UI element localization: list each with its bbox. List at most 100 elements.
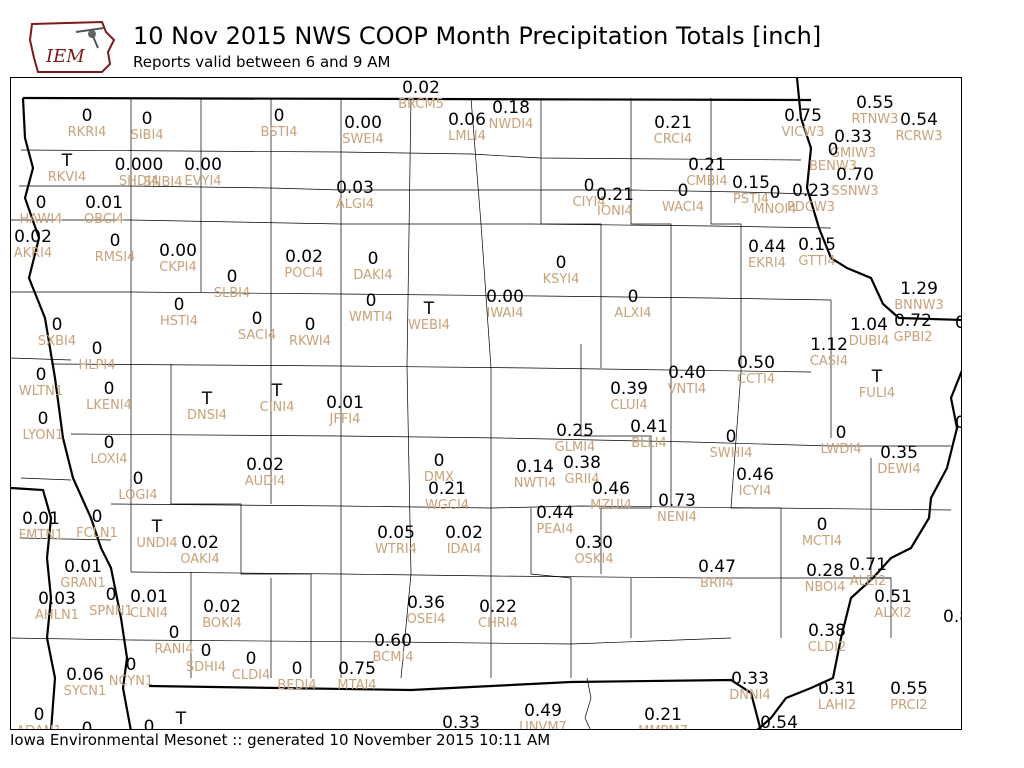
station-oski4: 0.30 OSKI4	[574, 533, 614, 567]
station-waci4: 0 WACI4	[662, 181, 704, 215]
logo-text: IEM	[45, 46, 85, 67]
station-logi4: 0 LOGI4	[118, 469, 158, 503]
station-hlpi4: 0 HLPI4	[78, 339, 116, 373]
station-ahln1: 0.03 AHLN1	[35, 589, 79, 623]
station-sdhi4: 0 SDHI4	[185, 641, 227, 675]
station-saci4: 0 SACI4	[237, 309, 277, 343]
station-akri4: 0.02 AKRI4	[13, 227, 53, 261]
station-ccti4: 0.50 CCTI4	[736, 353, 776, 387]
station-ciyi4: 0 CIYI4	[572, 176, 606, 210]
station-snbi4: SNBI4	[143, 175, 183, 190]
station-ekri4: 0.44 EKRI4	[748, 237, 786, 271]
station-rtnw3: 0.55 RTNW3	[851, 93, 899, 127]
station-cini4: T CINI4	[259, 381, 295, 415]
station-obci4: 0.01 OBCI4	[83, 193, 125, 227]
station-gtti4: 0.15 GTTI4	[798, 235, 836, 269]
state-borders	[11, 78, 961, 729]
station-bnnw3: 1.29 BNNW3	[894, 279, 944, 313]
station-wgci4: 0.21 WGCI4	[424, 479, 470, 513]
station-jffi4: 0.01 JFFI4	[326, 393, 364, 427]
station-glmi4: 0.25 GLMI4	[554, 421, 596, 455]
station-ncyn1: 0 NCYN1	[108, 655, 154, 689]
station-dmx: 0 DMX	[423, 451, 455, 485]
station-alei2: 0.71 ALEI2	[849, 555, 887, 589]
station-cmbi4: 0.21 CMBI4	[686, 155, 728, 189]
station-swhi4: 0 SWHI4	[709, 427, 753, 461]
station-algi4: 0.03 ALGI4	[335, 178, 375, 212]
station-audi4: 0.02 AUDI4	[244, 455, 286, 489]
station-lyon1: 0 LYON1	[22, 409, 64, 443]
station-sxbi4: 0 SXBI4	[37, 315, 77, 349]
station-casi4: 1.12 CASI4	[809, 335, 849, 369]
station-spnn1: 0 SPNN1	[89, 585, 133, 619]
station-crci4: 0.21 CRCI4	[653, 113, 693, 147]
station-evyi4: 0.00 EVYI4	[184, 155, 222, 189]
station-rani4: 0 RANI4	[154, 623, 194, 657]
station-slbi4: 0 SLBI4	[213, 267, 251, 301]
station-iwai4: 0.00 IWAI4	[486, 287, 524, 321]
station-fmtn1: 0.01 FMTN1	[18, 509, 64, 543]
station-clni4: 0.01 CLNI4	[129, 587, 169, 621]
station-ioni4: 0.21 IONI4	[596, 185, 634, 219]
edge-value: 0	[143, 717, 155, 730]
station-mtai4: 0.75 MTAI4	[337, 659, 377, 693]
station-lahi2: 0.31 LAHI2	[817, 679, 857, 713]
station-nboi4: 0.28 NBOI4	[804, 561, 846, 595]
station-dubi4: 1.04 DUBI4	[848, 315, 890, 349]
station-mmpm7: 0.21MMPM7	[638, 705, 688, 730]
edge-value: 0	[955, 415, 961, 432]
station-ckpi4: 0.00 CKPI4	[159, 241, 197, 275]
station-rmsi4: 0 RMSI4	[94, 231, 136, 265]
station-wtri4: 0.05 WTRI4	[375, 523, 417, 557]
station-sibi4: 0 SIBI4	[130, 109, 164, 143]
station-clui4: 0.39 CLUI4	[610, 379, 648, 413]
precipitation-map: 0.02 BRCM5 0 RKRI4 0 SIBI4 0 BSTI4 0.00 SWEI4…	[10, 77, 962, 730]
station-alxi2: 0.51 ALXI2	[874, 587, 912, 621]
station-wltn1: 0 WLTN1	[18, 365, 64, 399]
edge-value: 0	[81, 719, 93, 730]
station-blli4: 0.41 BLLI4	[630, 417, 668, 451]
edge-value: 0.8	[943, 607, 961, 627]
station-poci4: 0.02 POCI4	[284, 247, 324, 281]
station-gran1: 0.01 GRAN1	[60, 557, 106, 591]
edge-value: T	[175, 709, 187, 729]
station-rkvi4: T RKVI4	[47, 151, 87, 185]
map-title: 10 Nov 2015 NWS COOP Month Precipitation…	[133, 22, 822, 50]
station-mzui4: 0.46 MZUI4	[590, 479, 632, 513]
station-mnoi4: 0 MNOI4	[753, 183, 797, 217]
station-vicw3: 0.75 VICW3	[781, 106, 825, 140]
station-bsti4: 0 BSTI4	[260, 106, 298, 140]
station-osei4: 0.36 OSEI4	[406, 593, 446, 627]
station-ksyi4: 0 KSYI4	[542, 253, 580, 287]
station-unvm7: 0.49 UNVM7	[519, 701, 567, 730]
footer-credit: Iowa Environmental Mesonet :: generated …	[10, 731, 551, 749]
station-ssnw3: 0.70 SSNW3	[831, 165, 879, 199]
edge-value: 0.33	[442, 713, 480, 730]
station-grii4: 0.38 GRII4	[563, 453, 601, 487]
station-lmli4: 0.06 LMLI4	[448, 110, 486, 144]
station-benw3: 0 BENW3	[809, 140, 857, 174]
station-loxi4: 0 LOXI4	[90, 433, 128, 467]
iem-logo: IEM	[28, 18, 120, 76]
station-swei4: 0.00 SWEI4	[342, 113, 384, 147]
station-brii4: 0.47 BRII4	[698, 557, 736, 591]
station-nwti4: 0.14 NWTI4	[513, 457, 557, 491]
station-lkeni4: 0 LKENI4	[86, 379, 132, 413]
station-vnti4: 0.40 VNTI4	[667, 363, 707, 397]
station-wmti4: 0 WMTI4	[348, 291, 394, 325]
station-neni4: 0.73 NENI4	[657, 491, 697, 525]
station-oaki4: 0.02 OAKI4	[180, 533, 220, 567]
station-psti4: 0.15 PSTI4	[732, 173, 770, 207]
station-prci2: 0.55 PRCI2	[890, 679, 928, 713]
station-brcm5: 0.02 BRCM5	[398, 78, 444, 112]
station-adan1: 0ADAN1	[16, 705, 62, 730]
station-fcln1: 0 FCLN1	[76, 507, 118, 541]
station-dewi4: 0.35 DEWI4	[877, 443, 921, 477]
county-boundaries	[11, 78, 961, 729]
station-bedi4: 0 BEDI4	[277, 659, 317, 693]
station-pdcw3: 0.23 PDCW3	[786, 181, 836, 215]
station-boki4: 0.02 BOKI4	[202, 597, 242, 631]
station-rkwi4: 0 RKWI4	[288, 315, 332, 349]
map-subtitle: Reports valid between 6 and 9 AM	[133, 53, 391, 71]
station-idai4: 0.02 IDAI4	[445, 523, 483, 557]
